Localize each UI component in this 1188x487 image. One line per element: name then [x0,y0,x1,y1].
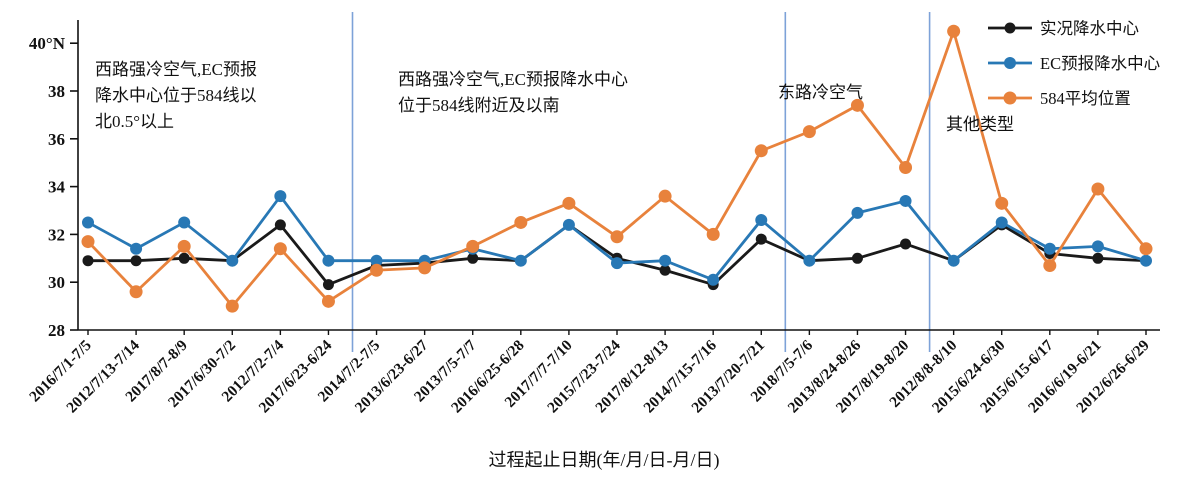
series-marker [1091,182,1105,196]
series-marker [130,255,142,267]
series-marker [1091,240,1104,253]
series-marker [851,252,863,264]
series-marker [803,254,816,267]
series-marker [755,214,768,227]
series-marker [370,263,384,277]
series-marker [995,196,1009,210]
y-tick-label: 30 [48,273,65,292]
series-marker [225,299,239,313]
series-marker [130,242,143,255]
series-marker [900,238,912,250]
y-tick-label: 34 [48,178,66,197]
legend-marker [1004,22,1016,34]
series-marker [562,196,576,210]
series-marker [82,255,94,267]
y-tick-label: 28 [48,321,65,340]
series-marker [947,24,961,38]
legend-marker [1004,57,1016,69]
series-marker [611,257,623,270]
series-marker [370,254,383,267]
series-marker [755,233,767,245]
series-marker [850,98,864,112]
series-marker [466,239,480,253]
series-marker [899,160,913,174]
series-marker [1140,254,1152,267]
series-marker [947,254,960,267]
series-marker [610,230,624,244]
series-marker [802,125,816,139]
legend-label: 584平均位置 [1040,89,1131,108]
series-marker [321,294,335,308]
series-marker [274,190,287,203]
y-tick-label: 32 [48,225,65,244]
annotation-text: 西路强冷空气,EC预报降水中心位于584线附近及以南 [398,70,628,115]
series-marker [322,279,334,291]
series-marker [1043,242,1056,255]
series-marker [562,218,575,231]
y-tick-label: 38 [48,82,65,101]
x-axis-title: 过程起止日期(年/月/日-月/日) [489,450,720,471]
annotation-text: 其他类型 [946,115,1014,134]
series-marker [851,206,864,219]
series-marker [1043,258,1057,272]
series-marker [226,254,239,267]
series-marker [1092,252,1104,264]
series-marker [658,189,672,203]
series-marker [322,254,335,267]
series-marker [129,285,143,299]
series-marker [273,242,287,256]
series-marker [707,273,720,286]
annotation-text: 西路强冷空气,EC预报降水中心位于584线以北0.5°以上 [95,60,257,131]
series-marker [467,252,479,264]
series-marker [1139,242,1153,256]
series-marker [899,194,912,207]
series-marker [178,216,191,229]
series-marker [81,235,95,249]
y-tick-label: 36 [48,130,65,149]
series-marker [659,254,672,267]
series-marker [178,252,190,264]
series-marker [754,144,768,158]
series-marker [82,216,94,229]
series-marker [995,216,1008,229]
legend-label: 实况降水中心 [1040,19,1139,38]
legend-marker [1003,91,1017,105]
series-marker [514,215,528,229]
series-marker [177,239,191,253]
series-marker [274,219,286,231]
series-marker [514,254,527,267]
y-tick-label: 40°N [29,34,66,53]
series-marker [418,261,432,275]
legend-label: EC预报降水中心 [1040,54,1160,73]
series-marker [706,227,720,241]
annotation-text: 东路冷空气 [778,83,863,102]
series-marker [659,264,671,276]
